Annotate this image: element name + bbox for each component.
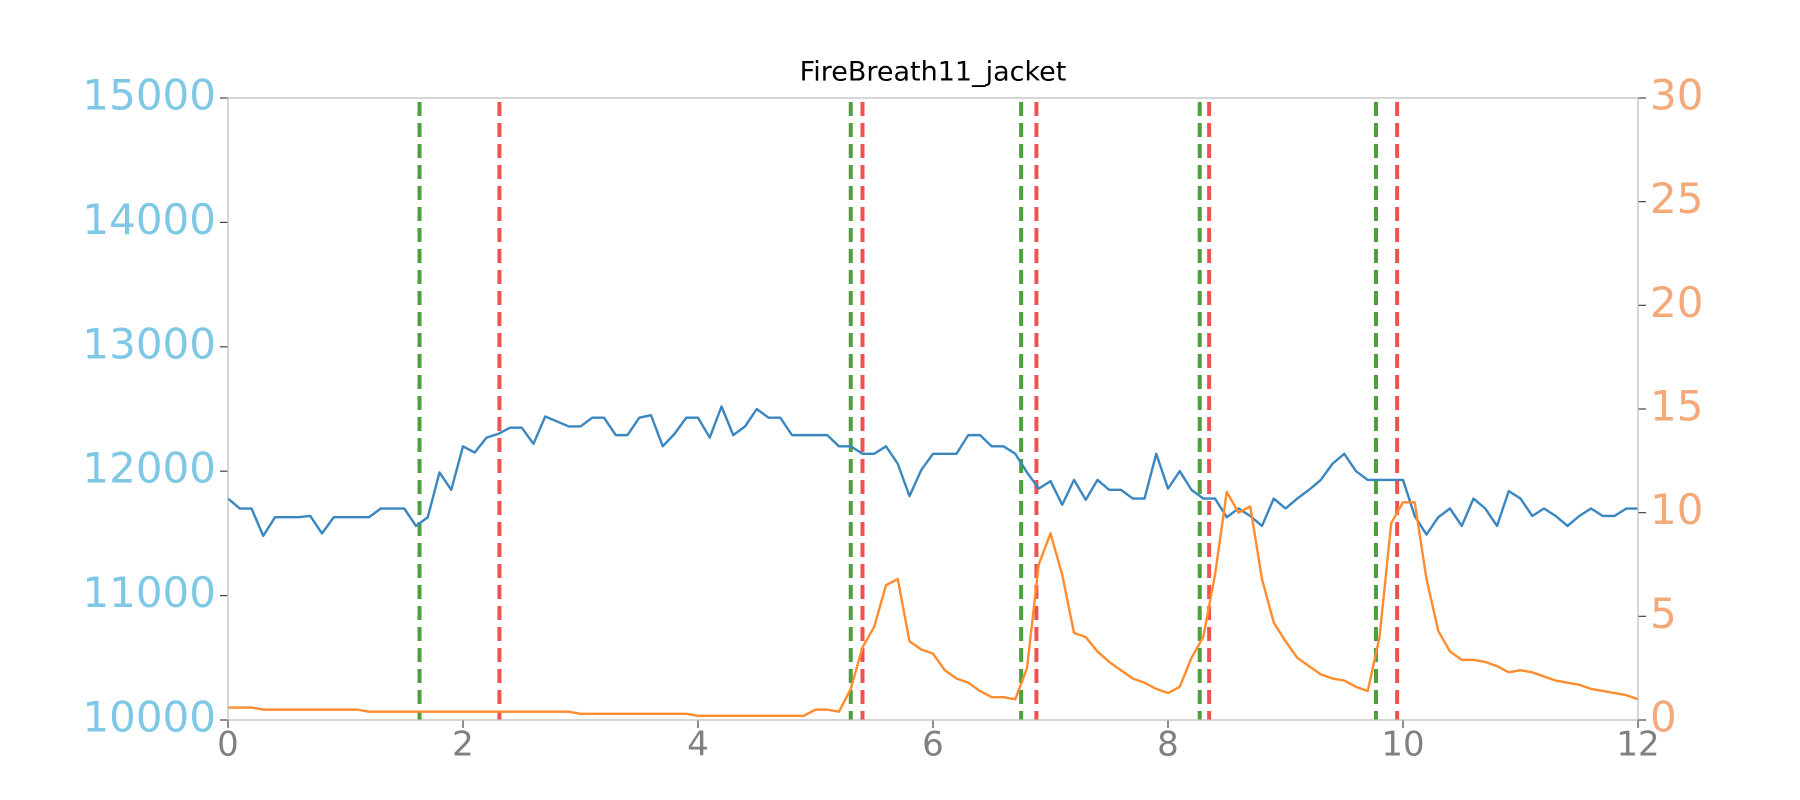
y-tick-label: 14000 — [82, 195, 216, 244]
y-tick-label: 12000 — [82, 444, 216, 493]
x-tick-label: 10 — [1381, 725, 1424, 765]
y-tick-label: 10000 — [82, 693, 216, 742]
y2-tick-label: 30 — [1650, 71, 1703, 120]
y-tick-label: 15000 — [82, 71, 216, 120]
y-tick-label: 11000 — [82, 568, 216, 617]
y2-tick-label: 15 — [1650, 382, 1703, 431]
plot-frame — [227, 97, 1639, 721]
y2-tick-label: 10 — [1650, 485, 1703, 534]
x-tick-label: 0 — [217, 725, 239, 765]
x-tick-label: 2 — [452, 725, 474, 765]
chart-title: FireBreath11_jacket — [800, 57, 1067, 88]
y2-tick-label: 0 — [1650, 693, 1677, 742]
x-tick-label: 6 — [922, 725, 944, 765]
y2-tick-label: 20 — [1650, 278, 1703, 327]
y-tick-label: 13000 — [82, 319, 216, 368]
y2-tick-label: 5 — [1650, 589, 1677, 638]
data-line — [228, 490, 1639, 718]
x-tick-label: 4 — [687, 725, 709, 765]
data-line — [227, 405, 1638, 538]
x-tick-label: 12 — [1616, 725, 1659, 765]
y2-tick-label: 25 — [1650, 174, 1703, 223]
x-tick-label: 8 — [1157, 725, 1179, 765]
